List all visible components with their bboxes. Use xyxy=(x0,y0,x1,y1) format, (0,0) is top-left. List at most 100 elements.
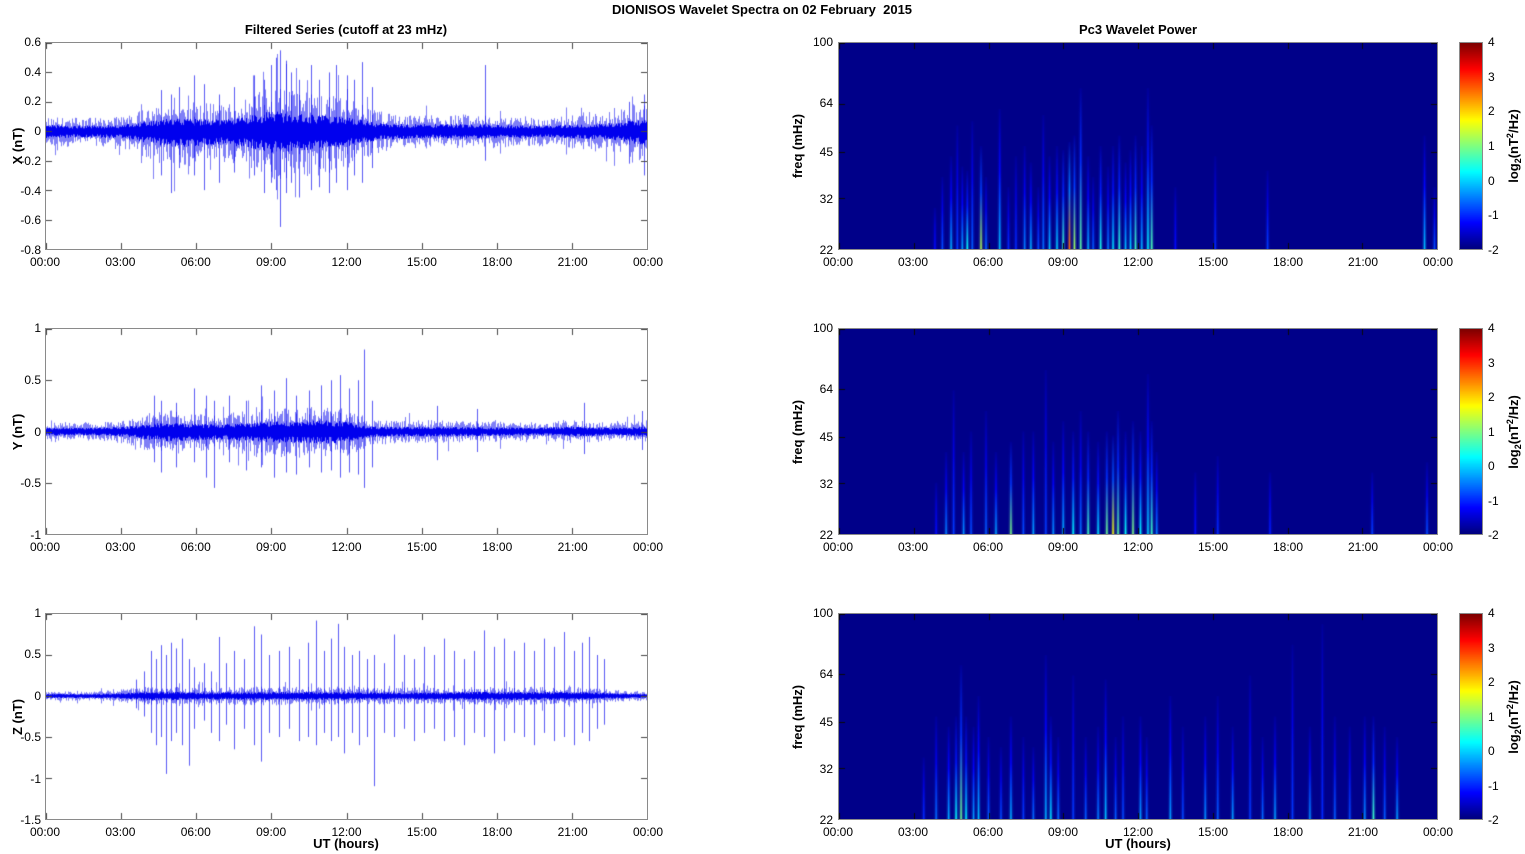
ftick-z-wavelet: 64 xyxy=(819,667,833,681)
y-wavelet-plot xyxy=(838,328,1438,535)
ytick-z-timeseries: -1.5 xyxy=(20,813,41,827)
ftick-x-wavelet: 32 xyxy=(819,191,833,206)
ftick-x-wavelet: 45 xyxy=(819,144,833,159)
ftick-x-wavelet: 100 xyxy=(812,35,833,49)
xtick-y-wavelet: 12:00 xyxy=(1122,540,1154,554)
xtick-y-wavelet: 00:00 xyxy=(822,540,854,554)
ytick-z-timeseries: -0.5 xyxy=(20,730,41,745)
cbtick-x-wavelet: 0 xyxy=(1488,173,1495,188)
cbtick-y-wavelet: -2 xyxy=(1488,528,1499,542)
y-wavelet-plot-canvas xyxy=(839,329,1437,534)
xtick-z-wavelet: 21:00 xyxy=(1347,825,1379,839)
xtick-y-wavelet: 00:00 xyxy=(1422,540,1454,554)
cbtick-x-wavelet: 2 xyxy=(1488,104,1495,119)
xtick-y-timeseries: 12:00 xyxy=(331,540,362,554)
cbtick-x-wavelet: 1 xyxy=(1488,139,1495,153)
ftick-z-wavelet: 45 xyxy=(819,715,833,730)
ftick-x-wavelet: 64 xyxy=(819,96,833,111)
ytick-x-timeseries: 0.4 xyxy=(24,64,41,79)
xtick-y-timeseries: 06:00 xyxy=(180,540,211,554)
xtick-y-timeseries: 18:00 xyxy=(482,540,513,554)
xtick-z-wavelet: 03:00 xyxy=(897,825,929,839)
ytick-x-timeseries: -0.8 xyxy=(20,243,41,257)
cbtick-y-wavelet: 4 xyxy=(1488,321,1495,335)
figure-title: DIONISOS Wavelet Spectra on 02 February … xyxy=(611,2,913,17)
xtick-x-wavelet: 03:00 xyxy=(897,255,929,269)
ytick-y-timeseries: 1 xyxy=(34,321,41,335)
xtick-z-wavelet: 00:00 xyxy=(822,825,854,839)
ytick-z-timeseries: 1 xyxy=(34,606,41,620)
ytick-x-timeseries: 0.2 xyxy=(24,94,41,109)
z-wavelet-colorbar xyxy=(1459,613,1483,820)
xtick-z-timeseries: 06:00 xyxy=(180,825,211,839)
xtick-x-wavelet: 21:00 xyxy=(1347,255,1379,269)
xtick-x-timeseries: 09:00 xyxy=(256,255,287,269)
xtick-x-timeseries: 00:00 xyxy=(632,255,664,269)
ytick-z-timeseries: 0.5 xyxy=(24,647,41,662)
cbtick-z-wavelet: 0 xyxy=(1488,744,1495,758)
cbtick-x-wavelet: -2 xyxy=(1488,243,1499,257)
x-wavelet-colorbar xyxy=(1459,42,1483,250)
x-axis-label-right: UT (hours) xyxy=(1105,836,1171,851)
cbtick-z-wavelet: -1 xyxy=(1488,778,1499,793)
xtick-y-timeseries: 00:00 xyxy=(29,540,61,554)
ytick-y-timeseries: -0.5 xyxy=(20,476,41,491)
ftick-z-wavelet: 22 xyxy=(819,813,833,827)
ftick-y-wavelet: 45 xyxy=(819,430,833,445)
xtick-z-timeseries: 18:00 xyxy=(482,825,513,839)
y-axis-label-z-nt: Z (nT) xyxy=(10,698,25,736)
xtick-y-wavelet: 15:00 xyxy=(1197,540,1229,554)
right-column-title: Pc3 Wavelet Power xyxy=(1078,22,1197,37)
z-timeseries-plot xyxy=(45,613,648,820)
xtick-z-wavelet: 15:00 xyxy=(1197,825,1229,839)
ytick-y-timeseries: -1 xyxy=(30,528,41,542)
cbtick-z-wavelet: 1 xyxy=(1488,709,1495,724)
xtick-z-wavelet: 09:00 xyxy=(1047,825,1079,839)
ftick-z-wavelet: 32 xyxy=(819,761,833,776)
cbtick-x-wavelet: 3 xyxy=(1488,69,1495,84)
xtick-x-timeseries: 12:00 xyxy=(331,255,362,269)
xtick-x-timeseries: 15:00 xyxy=(406,255,437,269)
xtick-z-wavelet: 12:00 xyxy=(1122,825,1154,839)
xtick-y-timeseries: 15:00 xyxy=(406,540,437,554)
xtick-y-timeseries: 21:00 xyxy=(557,540,588,554)
x-axis-label-left: UT (hours) xyxy=(313,836,379,851)
x-wavelet-plot xyxy=(838,42,1438,250)
cbtick-y-wavelet: 3 xyxy=(1488,355,1495,370)
xtick-z-wavelet: 00:00 xyxy=(1422,825,1454,839)
ftick-y-wavelet: 64 xyxy=(819,382,833,396)
x-wavelet-plot-canvas xyxy=(839,43,1437,249)
xtick-y-timeseries: 00:00 xyxy=(632,540,664,554)
xtick-x-timeseries: 03:00 xyxy=(105,255,136,269)
xtick-y-wavelet: 06:00 xyxy=(972,540,1004,554)
xtick-y-wavelet: 03:00 xyxy=(897,540,929,554)
cbtick-z-wavelet: 2 xyxy=(1488,675,1495,689)
xtick-y-wavelet: 18:00 xyxy=(1272,540,1304,554)
cbtick-z-wavelet: 4 xyxy=(1488,606,1495,620)
x-timeseries-plot-canvas xyxy=(46,43,647,249)
ftick-x-wavelet: 22 xyxy=(819,243,833,257)
xtick-z-wavelet: 18:00 xyxy=(1272,825,1304,839)
ytick-y-timeseries: 0 xyxy=(34,424,41,439)
ftick-y-wavelet: 32 xyxy=(819,476,833,491)
xtick-z-timeseries: 09:00 xyxy=(256,825,287,839)
y-timeseries-plot-canvas xyxy=(46,329,647,534)
cbtick-y-wavelet: 2 xyxy=(1488,390,1495,404)
y-timeseries-plot xyxy=(45,328,648,535)
xtick-y-wavelet: 21:00 xyxy=(1347,540,1379,554)
ftick-y-wavelet: 100 xyxy=(812,321,833,335)
xtick-x-wavelet: 15:00 xyxy=(1197,255,1229,269)
xtick-x-wavelet: 06:00 xyxy=(972,255,1004,269)
ytick-x-timeseries: -0.2 xyxy=(20,153,41,168)
ytick-z-timeseries: 0 xyxy=(34,688,41,703)
left-column-title: Filtered Series (cutoff at 23 mHz) xyxy=(244,22,448,37)
xtick-x-wavelet: 09:00 xyxy=(1047,255,1079,269)
xtick-x-timeseries: 00:00 xyxy=(29,255,61,269)
z-timeseries-plot-canvas xyxy=(46,614,647,819)
xtick-x-timeseries: 06:00 xyxy=(180,255,211,269)
ytick-x-timeseries: 0.6 xyxy=(24,35,41,49)
z-wavelet-colorbar-canvas xyxy=(1460,614,1482,819)
xtick-x-wavelet: 12:00 xyxy=(1122,255,1154,269)
xtick-z-timeseries: 03:00 xyxy=(105,825,136,839)
